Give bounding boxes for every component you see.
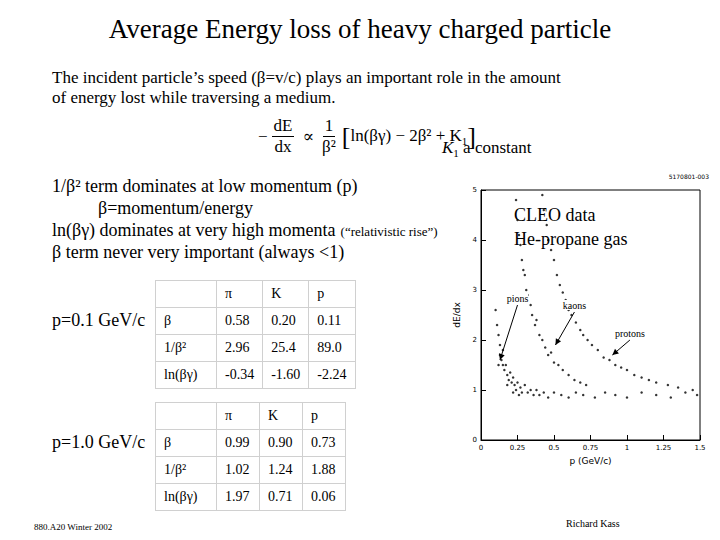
html-text:1/β² term dominates at low mom: 1/β² term dominates at low momentum (p) bbox=[52, 176, 358, 196]
svg-text:5170801-003: 5170801-003 bbox=[669, 173, 710, 180]
html-text:-0.34: -0.34 bbox=[225, 367, 255, 382]
html-text:He-propane gas: He-propane gas bbox=[514, 229, 628, 249]
html-text:dE: dE bbox=[273, 116, 293, 135]
svg-text:dE/dx: dE/dx bbox=[452, 302, 462, 328]
html-text:0.06: 0.06 bbox=[311, 489, 336, 504]
html-text:p: p bbox=[311, 408, 318, 423]
html-text:K: K bbox=[271, 286, 282, 301]
html-text:dx: dx bbox=[274, 137, 292, 156]
svg-text:2: 2 bbox=[473, 336, 477, 344]
svg-text:0.5: 0.5 bbox=[548, 444, 559, 452]
html-text:1.24: 1.24 bbox=[268, 462, 293, 477]
svg-text:0: 0 bbox=[479, 444, 483, 452]
html-text:0.90: 0.90 bbox=[268, 435, 293, 450]
svg-text:pions: pions bbox=[507, 293, 529, 304]
html-text:2.96: 2.96 bbox=[225, 340, 250, 355]
html-text:β=momentum/energy: β=momentum/energy bbox=[98, 198, 253, 218]
svg-text:4: 4 bbox=[473, 236, 478, 244]
svg-text:p (GeV/c): p (GeV/c) bbox=[569, 456, 611, 466]
svg-text:0.75: 0.75 bbox=[583, 444, 599, 452]
html-text:CLEO data: CLEO data bbox=[514, 205, 596, 225]
html-text:ln(βγ) dominates at very high: ln(βγ) dominates at very high momenta (“… bbox=[52, 220, 438, 240]
svg-text:3: 3 bbox=[473, 286, 477, 294]
html-text:-1.60: -1.60 bbox=[271, 367, 301, 382]
svg-text:protons: protons bbox=[615, 328, 645, 339]
html-text:0.58: 0.58 bbox=[225, 313, 250, 328]
html-text:-2.24: -2.24 bbox=[317, 367, 347, 382]
svg-text:1.25: 1.25 bbox=[656, 444, 672, 452]
html-text:K: K bbox=[268, 408, 279, 423]
html-text:ln(βγ): ln(βγ) bbox=[164, 367, 198, 382]
html-text:Richard Kass: Richard Kass bbox=[566, 518, 620, 529]
html-text:The incident particle’s speed: The incident particle’s speed (β=v/c) pl… bbox=[52, 68, 561, 87]
html-text:1/β²: 1/β² bbox=[164, 462, 187, 477]
html-text:β: β bbox=[164, 313, 172, 328]
svg-text:1.5: 1.5 bbox=[694, 444, 705, 452]
html-text:β term never very important (a: β term never very important (always <1) bbox=[52, 242, 345, 262]
html-text:0.99: 0.99 bbox=[225, 435, 250, 450]
html-text:0.20: 0.20 bbox=[271, 313, 296, 328]
html-text:1/β²: 1/β² bbox=[164, 340, 187, 355]
html-text:p: p bbox=[317, 286, 325, 301]
html-text:1.88: 1.88 bbox=[311, 462, 336, 477]
html-text:880.A20 Winter 2002: 880.A20 Winter 2002 bbox=[34, 522, 113, 532]
html-text:p=1.0 GeV/c: p=1.0 GeV/c bbox=[52, 432, 146, 452]
html-text:β: β bbox=[164, 435, 172, 450]
html-text:of energy lost while traversin: of energy lost while traversing a medium… bbox=[52, 88, 336, 107]
html-text:0.73: 0.73 bbox=[311, 435, 336, 450]
html-text:ln(βγ): ln(βγ) bbox=[164, 489, 198, 504]
html-text:25.4: 25.4 bbox=[271, 340, 296, 355]
html-text:K1a constant: K1a constant bbox=[442, 138, 532, 160]
svg-text:kaons: kaons bbox=[563, 300, 586, 311]
html-text:π: π bbox=[225, 286, 233, 301]
html-text:1.97: 1.97 bbox=[225, 489, 250, 504]
html-text:89.0: 89.0 bbox=[317, 340, 342, 355]
html-text:Average Energy loss of heavy c: Average Energy loss of heavy charged par… bbox=[108, 14, 612, 44]
svg-text:1: 1 bbox=[625, 444, 629, 452]
html-text:1: 1 bbox=[324, 116, 334, 135]
svg-text:1: 1 bbox=[473, 386, 477, 394]
html-text:π: π bbox=[225, 408, 233, 423]
html-text:0.71: 0.71 bbox=[268, 489, 293, 504]
svg-text:5: 5 bbox=[473, 186, 477, 194]
html-text:1.02: 1.02 bbox=[225, 462, 250, 477]
html-text:β² [ln(βγ) − 2β² + K1: β² [ln(βγ) − 2β² + K1 bbox=[322, 121, 468, 156]
svg-text:0: 0 bbox=[473, 436, 477, 444]
svg-text:0.25: 0.25 bbox=[510, 444, 526, 452]
html-text:p=0.1 GeV/c: p=0.1 GeV/c bbox=[52, 310, 146, 330]
html-text:0.11: 0.11 bbox=[317, 313, 342, 328]
